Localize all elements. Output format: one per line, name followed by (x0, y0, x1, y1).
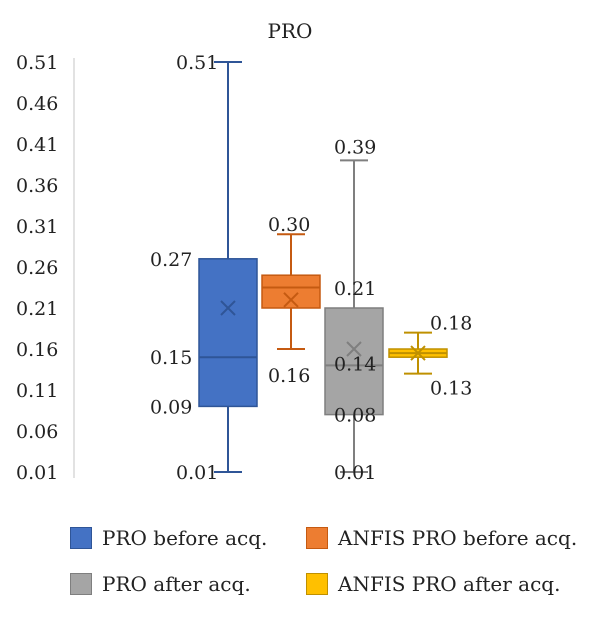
data-label: 0.51 (176, 52, 218, 74)
data-label: 0.39 (334, 136, 376, 158)
mean-marker (346, 341, 362, 357)
y-tick-label: 0.36 (16, 175, 58, 197)
y-tick-label: 0.46 (16, 93, 58, 115)
data-label: 0.01 (334, 462, 376, 484)
data-label: 0.15 (150, 347, 192, 369)
y-tick-label: 0.41 (16, 134, 58, 156)
legend-item-anfis-before: ANFIS PRO before acq. (306, 526, 577, 550)
box-series-3: 0.18 0.13 (388, 313, 472, 400)
box-series-2: 0.39 0.21 0.14 0.08 0.01 (324, 136, 384, 484)
y-tick-label: 0.06 (16, 421, 58, 443)
data-label: 0.09 (150, 396, 192, 418)
data-label: 0.14 (334, 353, 376, 375)
box-iqr (261, 274, 321, 309)
y-tick-label: 0.11 (16, 380, 58, 402)
y-tick-label: 0.16 (16, 339, 58, 361)
data-label: 0.18 (430, 313, 472, 335)
y-tick-label: 0.31 (16, 216, 58, 238)
box-plot-chart: PRO 0.51 0.46 0.41 0.36 0.31 0.26 0.21 0.16 0.11… (16, 19, 472, 484)
legend-item-pro-before: PRO before acq. (70, 526, 267, 550)
mean-marker (283, 292, 299, 308)
legend-label-pro-before: PRO before acq. (102, 526, 268, 550)
legend-item-anfis-after: ANFIS PRO after acq. (306, 572, 560, 596)
data-label: 0.13 (430, 378, 472, 400)
y-tick-label: 0.51 (16, 52, 58, 74)
data-label: 0.21 (334, 278, 376, 300)
y-axis-ticks: 0.51 0.46 0.41 0.36 0.31 0.26 0.21 0.16 0.11 0.06… (16, 52, 58, 484)
y-tick-label: 0.26 (16, 257, 58, 279)
legend-swatch-pro-after (70, 573, 92, 595)
mean-marker (410, 345, 426, 361)
legend-label-anfis-before: ANFIS PRO before acq. (338, 526, 578, 550)
legend-swatch-pro-before (70, 527, 92, 549)
legend-label-pro-after: PRO after acq. (102, 572, 251, 596)
data-label: 0.30 (268, 214, 310, 236)
box-series-group: 0.51 0.27 0.15 0.09 0.01 0.30 0.16 0.39 0.21 0.14… (150, 52, 472, 484)
data-label: 0.16 (268, 365, 310, 387)
box-series-0: 0.51 0.27 0.15 0.09 0.01 (150, 52, 258, 484)
data-label: 0.01 (176, 462, 218, 484)
legend-swatch-anfis-before (306, 527, 328, 549)
chart-title: PRO (268, 19, 313, 43)
mean-marker (220, 300, 236, 316)
y-tick-label: 0.01 (16, 462, 58, 484)
legend-label-anfis-after: ANFIS PRO after acq. (338, 572, 561, 596)
box-iqr (324, 307, 384, 416)
legend: PRO before acq. ANFIS PRO before acq. PR… (70, 512, 590, 602)
data-label: 0.08 (334, 405, 376, 427)
data-label: 0.27 (150, 249, 192, 271)
legend-item-pro-after: PRO after acq. (70, 572, 251, 596)
box-series-1: 0.30 0.16 (261, 214, 321, 387)
box-iqr (198, 258, 258, 408)
y-tick-label: 0.21 (16, 298, 58, 320)
legend-swatch-anfis-after (306, 573, 328, 595)
